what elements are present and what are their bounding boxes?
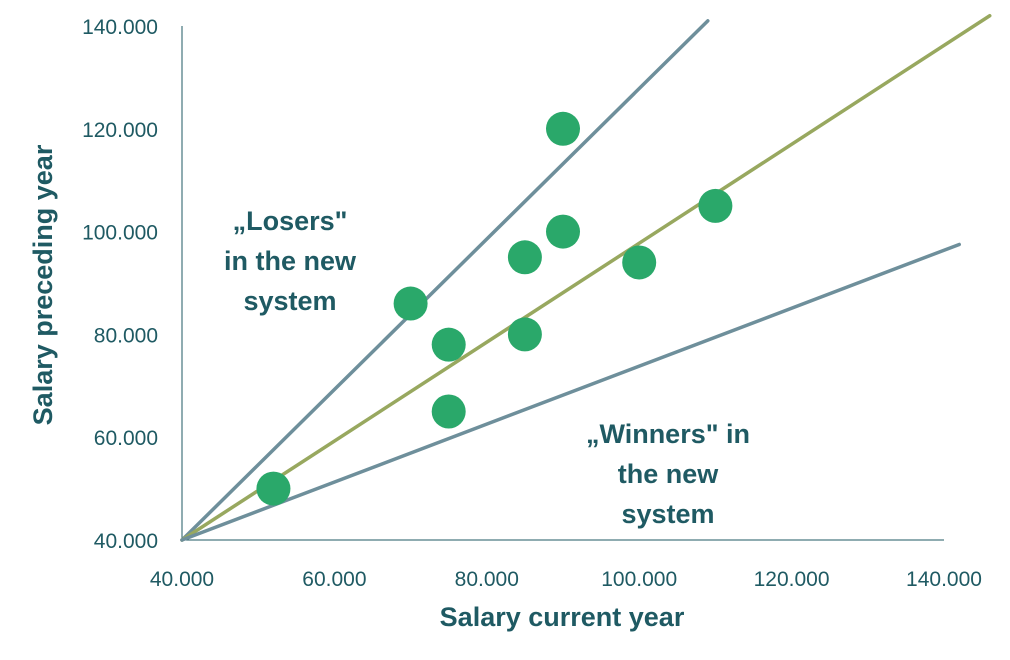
y-tick-label: 40.000 <box>94 530 158 553</box>
x-tick-label: 140.000 <box>906 568 982 591</box>
annotation-line: „Winners" in <box>586 419 750 449</box>
x-tick-label: 100.000 <box>601 568 677 591</box>
annotation-line: in the new <box>224 246 357 276</box>
annotation-line: the new <box>618 459 720 489</box>
annotation-line: „Losers" <box>233 206 348 236</box>
annotation-text: „Losers" in the new system <box>224 206 357 316</box>
y-tick-label: 60.000 <box>94 427 158 450</box>
x-tick-label: 40.000 <box>150 568 214 591</box>
y-tick-label: 140.000 <box>82 16 158 39</box>
data-point <box>431 394 466 429</box>
data-point <box>507 317 542 352</box>
y-tick-label: 120.000 <box>82 119 158 142</box>
reference-line <box>180 19 710 542</box>
data-points <box>256 111 733 506</box>
reference-line <box>180 242 961 542</box>
data-point <box>622 245 657 280</box>
data-point <box>546 111 580 146</box>
data-point <box>393 286 428 321</box>
annotation-line: system <box>621 499 714 529</box>
y-axis-title: Salary preceding year <box>28 144 58 425</box>
axes <box>181 26 944 541</box>
annotation-line: system <box>243 286 336 316</box>
y-tick-label: 100.000 <box>82 222 158 245</box>
data-point <box>431 327 466 362</box>
y-tick-labels: 40.000 60.000 80.000 100.000 120.000 140.000 <box>82 16 158 553</box>
x-tick-label: 120.000 <box>754 568 830 591</box>
annotations: „Losers" in the new system „Winners" in the … <box>224 206 750 529</box>
x-tick-labels: 40.000 60.000 80.000 100.000 120.000 140.000 <box>150 568 982 591</box>
data-point <box>507 240 542 275</box>
reference-line <box>180 13 992 542</box>
y-tick-label: 80.000 <box>94 324 158 347</box>
reference-lines <box>180 13 992 542</box>
data-point <box>698 188 733 223</box>
data-point <box>256 471 291 506</box>
annotation-text: „Winners" in the new system <box>586 419 750 529</box>
x-tick-label: 60.000 <box>302 568 366 591</box>
x-axis-title: Salary current year <box>440 602 685 632</box>
data-point <box>546 214 580 249</box>
x-tick-label: 80.000 <box>455 568 519 591</box>
